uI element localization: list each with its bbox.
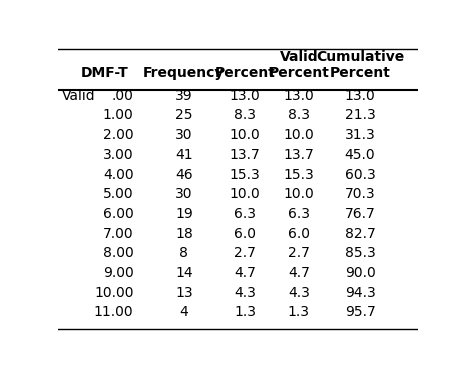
Text: 8.3: 8.3 [288,108,309,123]
Text: 4.7: 4.7 [288,266,309,280]
Text: 6.00: 6.00 [102,207,133,221]
Text: 4.00: 4.00 [103,168,133,182]
Text: 6.0: 6.0 [288,227,309,241]
Text: Cumulative
Percent: Cumulative Percent [315,50,403,80]
Text: 4: 4 [179,305,188,319]
Text: 13.0: 13.0 [344,89,375,103]
Text: 45.0: 45.0 [344,148,375,162]
Text: Valid: Valid [62,89,95,103]
Text: Valid
Percent: Valid Percent [268,50,329,80]
Text: 95.7: 95.7 [344,305,375,319]
Text: Frequency: Frequency [143,66,224,80]
Text: 6.3: 6.3 [288,207,309,221]
Text: 3.00: 3.00 [103,148,133,162]
Text: 94.3: 94.3 [344,286,375,300]
Text: 1.00: 1.00 [102,108,133,123]
Text: .00: .00 [112,89,133,103]
Text: 15.3: 15.3 [229,168,260,182]
Text: 19: 19 [175,207,192,221]
Text: 70.3: 70.3 [344,187,375,201]
Text: 9.00: 9.00 [102,266,133,280]
Text: 10.0: 10.0 [229,187,260,201]
Text: 10.0: 10.0 [229,128,260,142]
Text: 6.3: 6.3 [233,207,256,221]
Text: 4.3: 4.3 [288,286,309,300]
Text: 10.0: 10.0 [283,187,313,201]
Text: 46: 46 [175,168,192,182]
Text: 30: 30 [175,187,192,201]
Text: 41: 41 [175,148,192,162]
Text: 21.3: 21.3 [344,108,375,123]
Text: 90.0: 90.0 [344,266,375,280]
Text: Percent: Percent [214,66,275,80]
Text: 14: 14 [175,266,192,280]
Text: 4.7: 4.7 [233,266,256,280]
Text: 25: 25 [175,108,192,123]
Text: 13.0: 13.0 [283,89,313,103]
Text: 10.0: 10.0 [283,128,313,142]
Text: 13.7: 13.7 [283,148,313,162]
Text: 76.7: 76.7 [344,207,375,221]
Text: 85.3: 85.3 [344,246,375,260]
Text: 13: 13 [175,286,192,300]
Text: 13.0: 13.0 [229,89,260,103]
Text: 8: 8 [179,246,188,260]
Text: 82.7: 82.7 [344,227,375,241]
Text: 5.00: 5.00 [103,187,133,201]
Text: 18: 18 [175,227,192,241]
Text: 8.00: 8.00 [102,246,133,260]
Text: 11.00: 11.00 [94,305,133,319]
Text: 2.00: 2.00 [103,128,133,142]
Text: 6.0: 6.0 [233,227,256,241]
Text: 13.7: 13.7 [229,148,260,162]
Text: 7.00: 7.00 [103,227,133,241]
Text: DMF-T: DMF-T [81,66,128,80]
Text: 31.3: 31.3 [344,128,375,142]
Text: 10.00: 10.00 [94,286,133,300]
Text: 1.3: 1.3 [288,305,309,319]
Text: 2.7: 2.7 [233,246,256,260]
Text: 60.3: 60.3 [344,168,375,182]
Text: 1.3: 1.3 [233,305,256,319]
Text: 4.3: 4.3 [233,286,256,300]
Text: 30: 30 [175,128,192,142]
Text: 2.7: 2.7 [288,246,309,260]
Text: 39: 39 [175,89,192,103]
Text: 15.3: 15.3 [283,168,313,182]
Text: 8.3: 8.3 [233,108,256,123]
